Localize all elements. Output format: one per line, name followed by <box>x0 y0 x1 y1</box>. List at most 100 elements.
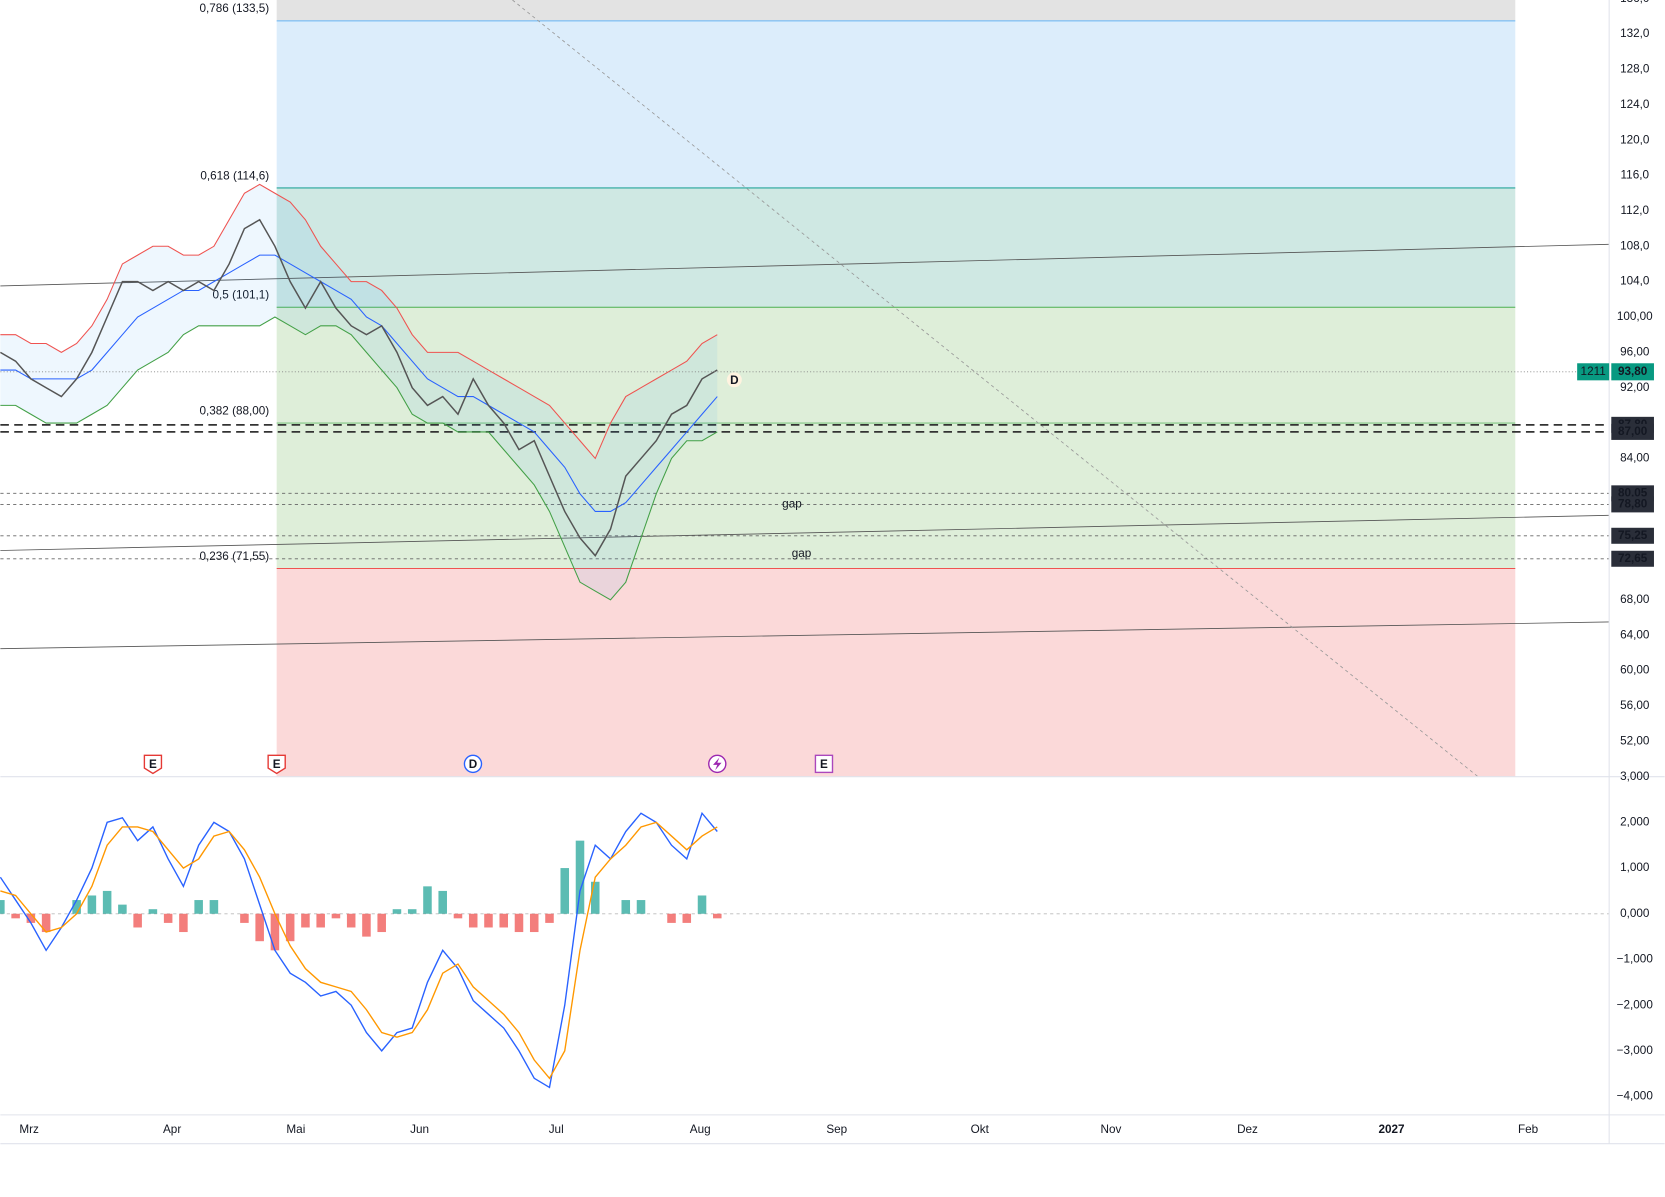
histogram-bar <box>468 913 478 928</box>
histogram-bar <box>713 913 722 919</box>
y-tick-label: 0,000 <box>1620 907 1650 920</box>
annotation: gap <box>792 547 812 560</box>
histogram-bar <box>148 909 158 914</box>
y-tick-label: 2,000 <box>1620 815 1650 828</box>
histogram-bar <box>377 913 386 933</box>
event-label: E <box>273 758 281 771</box>
histogram-bar <box>697 895 707 914</box>
fib-label: 0,5 (101,1) <box>213 289 270 302</box>
series-line <box>0 811 718 1089</box>
fib-label: 0,786 (133,5) <box>199 2 269 15</box>
event-icon <box>726 372 742 388</box>
y-tick-label: 1,000 <box>1620 861 1650 874</box>
price-label-box <box>1611 550 1654 567</box>
histogram-bar <box>407 909 417 914</box>
histogram-bar <box>301 913 310 928</box>
histogram-bar <box>636 900 646 914</box>
y-tick-label: 56,00 <box>1620 699 1650 712</box>
histogram-bar <box>560 868 570 914</box>
x-tick-label: Aug <box>690 1123 711 1136</box>
histogram-bar <box>453 913 463 919</box>
y-tick-label: 84,00 <box>1620 452 1650 465</box>
histogram-bar <box>346 913 356 928</box>
x-tick-label: Mai <box>286 1123 305 1136</box>
price-label: 78,80 <box>1618 497 1648 510</box>
histogram-bar <box>72 900 81 914</box>
overlay: E E D E D <box>143 372 834 775</box>
x-tick-label: Mrz <box>19 1123 39 1136</box>
histogram-bar <box>118 904 127 914</box>
histogram-bar <box>529 913 539 933</box>
y-tick-label: 120,0 <box>1620 133 1650 146</box>
event-icon <box>713 757 722 771</box>
x-tick-label: 2027 <box>1378 1123 1404 1136</box>
y-tick-label: 64,00 <box>1620 628 1650 641</box>
trend-line <box>0 243 1610 287</box>
fib-label: 0,236 (71,55) <box>199 550 269 563</box>
y-tick-label: 104,0 <box>1620 275 1650 288</box>
event-icon <box>267 754 286 775</box>
event-icon <box>463 754 483 774</box>
y-tick-label: 52,00 <box>1620 734 1650 747</box>
price-label: 80,05 <box>1618 486 1648 499</box>
y-tick-label: 132,0 <box>1620 27 1650 40</box>
x-tick-label: Apr <box>163 1123 181 1136</box>
price-label: 75,25 <box>1618 529 1648 542</box>
histogram-bar <box>270 913 280 951</box>
histogram-bar <box>423 886 432 914</box>
histogram-bar <box>133 913 142 928</box>
y-tick-label: 96,00 <box>1620 345 1650 358</box>
fib-zone <box>276 568 1516 777</box>
y-tick-label: 136,0 <box>1620 0 1650 5</box>
trend-line <box>512 0 1479 777</box>
histogram-bar <box>11 913 20 919</box>
y-tick-label: −3,000 <box>1617 1044 1654 1057</box>
y-tick-label: 92,00 <box>1620 381 1650 394</box>
histogram-bar <box>331 913 341 919</box>
histogram-bar <box>255 913 264 942</box>
y-tick-label: 128,0 <box>1620 63 1650 76</box>
y-tick-label: 60,00 <box>1620 664 1650 677</box>
series-line <box>0 183 718 460</box>
fib-label: 0,382 (88,00) <box>199 404 269 417</box>
histogram-bar <box>179 913 188 933</box>
fib-zone <box>276 423 1516 569</box>
y-tick-label: 68,00 <box>1620 593 1650 606</box>
histogram-bar <box>438 890 447 914</box>
event-label: D <box>730 374 738 387</box>
trend-line <box>0 514 1610 551</box>
x-tick-label: Nov <box>1101 1123 1122 1136</box>
series-line <box>0 254 718 513</box>
histogram-bar <box>102 890 112 914</box>
event-icon <box>814 754 834 774</box>
fib-zone <box>276 307 1516 424</box>
histogram-bar <box>392 909 402 914</box>
histogram-bar <box>682 913 692 923</box>
histogram-bar <box>316 913 325 928</box>
x-tick-label: Okt <box>971 1123 990 1136</box>
event-icon <box>143 754 163 775</box>
x-tick-label: Jun <box>410 1123 429 1136</box>
price-label: 87,00 <box>1618 425 1648 438</box>
macd-pane <box>0 811 1610 1089</box>
histogram-bar <box>163 913 173 923</box>
y-tick-label: −4,000 <box>1617 1090 1654 1103</box>
histogram-bar <box>26 913 36 923</box>
histogram-bar <box>285 913 295 942</box>
histogram-bar <box>362 913 371 937</box>
trend-line <box>0 621 1610 650</box>
histogram-bar <box>209 900 219 914</box>
series-line <box>0 316 718 601</box>
histogram-bar <box>240 913 249 923</box>
histogram-bar <box>499 913 508 928</box>
histogram-bar <box>575 840 585 914</box>
y-tick-label: 108,0 <box>1620 239 1650 252</box>
histogram-bar <box>667 913 676 923</box>
series-line <box>0 821 718 1080</box>
y-tick-label: −1,000 <box>1617 953 1654 966</box>
event-label: E <box>820 758 828 771</box>
price-label: 72,65 <box>1618 552 1648 565</box>
x-tick-label: Feb <box>1518 1123 1539 1136</box>
y-tick-label: −2,000 <box>1617 998 1654 1011</box>
